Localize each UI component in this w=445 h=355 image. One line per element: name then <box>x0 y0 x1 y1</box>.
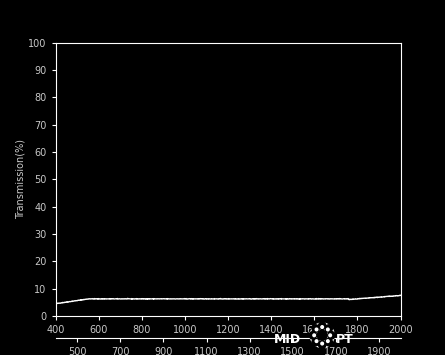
Circle shape <box>310 323 334 348</box>
Circle shape <box>321 326 324 328</box>
Text: PT: PT <box>336 333 354 346</box>
Circle shape <box>312 325 319 332</box>
Circle shape <box>325 325 332 332</box>
Circle shape <box>317 330 327 340</box>
Circle shape <box>315 340 318 343</box>
Circle shape <box>312 338 319 346</box>
Circle shape <box>328 332 335 339</box>
Circle shape <box>319 341 326 349</box>
Circle shape <box>309 332 316 339</box>
Circle shape <box>313 334 316 337</box>
Y-axis label: Transmission(%): Transmission(%) <box>16 139 25 219</box>
Circle shape <box>329 334 332 337</box>
Circle shape <box>327 340 329 343</box>
Circle shape <box>321 342 324 345</box>
Text: MID: MID <box>274 333 301 346</box>
Circle shape <box>319 322 326 329</box>
Circle shape <box>327 328 329 331</box>
Circle shape <box>325 338 332 346</box>
Circle shape <box>315 328 318 331</box>
